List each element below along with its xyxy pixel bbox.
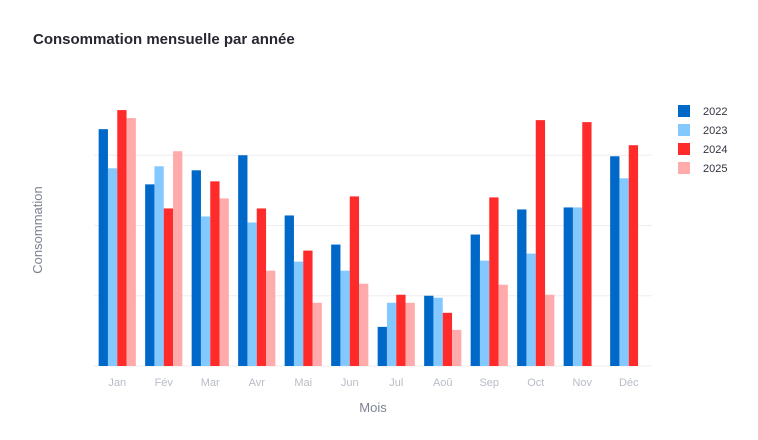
x-tick-label: Jun [341, 377, 359, 389]
y-axis-label: Consommation [30, 186, 45, 273]
bar-2023-4[interactable] [293, 261, 304, 366]
x-axis-label: Mois [359, 400, 387, 415]
legend-swatch-2023[interactable] [678, 124, 690, 136]
bar-2023-9[interactable] [526, 253, 536, 366]
legend-label-2022[interactable]: 2022 [703, 106, 727, 118]
bar-2023-3[interactable] [247, 222, 257, 366]
x-tick-label: Nov [572, 377, 592, 389]
bar-2025-9[interactable] [545, 294, 555, 366]
bar-2023-2[interactable] [200, 216, 211, 366]
bar-2022-11[interactable] [610, 156, 620, 366]
legend: 2022 2023 2024 2025 [678, 105, 727, 175]
bar-2024-9[interactable] [535, 120, 546, 366]
x-tick-label: Sep [479, 377, 499, 389]
bar-2023-8[interactable] [479, 260, 490, 366]
bar-2024-8[interactable] [489, 197, 499, 366]
bar-2024-6[interactable] [396, 294, 406, 366]
bar-2023-11[interactable] [619, 178, 629, 366]
x-tick-label: Mai [294, 377, 312, 389]
x-tick-label: Avr [249, 377, 266, 389]
bar-2022-3[interactable] [238, 155, 248, 366]
legend-swatch-2025[interactable] [678, 162, 690, 174]
bar-2025-0[interactable] [126, 118, 136, 366]
bar-2022-1[interactable] [145, 184, 155, 366]
bar-2025-7[interactable] [452, 329, 462, 366]
x-tick-label: Aoû [433, 377, 453, 389]
bar-2022-4[interactable] [284, 215, 294, 366]
bar-2022-8[interactable] [470, 234, 480, 366]
bar-2025-4[interactable] [312, 302, 322, 366]
bar-2022-9[interactable] [517, 209, 527, 366]
x-tick-label: Mar [201, 377, 220, 389]
x-tick-label: Jul [389, 377, 403, 389]
gridlines [94, 154, 652, 367]
x-tick-label: Jan [108, 377, 126, 389]
x-tick-label: Fév [155, 377, 174, 389]
bar-2024-7[interactable] [442, 312, 453, 366]
x-tick-labels: Jan Fév Mar Avr Mai Jun Jul Aoû Sep Oct Nov Déc [108, 377, 639, 389]
bar-2023-1[interactable] [154, 166, 164, 366]
bar-2024-10[interactable] [582, 122, 592, 366]
legend-label-2023[interactable]: 2023 [703, 125, 727, 137]
x-tick-label: Déc [619, 377, 639, 389]
bar-2024-5[interactable] [349, 196, 360, 366]
bar-2025-6[interactable] [405, 302, 415, 366]
bar-2022-5[interactable] [331, 244, 341, 366]
bar-2023-6[interactable] [386, 302, 397, 366]
bar-2025-2[interactable] [219, 198, 229, 366]
bar-2025-1[interactable] [173, 151, 183, 366]
legend-swatch-2024[interactable] [678, 143, 690, 155]
bar-2025-3[interactable] [266, 270, 276, 366]
bar-2024-2[interactable] [210, 181, 220, 366]
bar-2022-7[interactable] [424, 295, 434, 366]
bar-2023-10[interactable] [572, 207, 583, 366]
bar-2024-1[interactable] [163, 208, 174, 366]
bar-2024-4[interactable] [303, 250, 313, 366]
bar-2023-0[interactable] [107, 168, 118, 366]
legend-label-2024[interactable]: 2024 [703, 144, 727, 156]
bar-2022-2[interactable] [191, 170, 201, 366]
legend-label-2025[interactable]: 2025 [703, 163, 727, 175]
bar-2023-7[interactable] [433, 297, 443, 366]
bar-2024-0[interactable] [117, 110, 127, 366]
legend-swatch-2022[interactable] [678, 105, 690, 117]
bar-2023-5[interactable] [340, 270, 350, 366]
chart-title: Consommation mensuelle par année [33, 31, 295, 48]
x-tick-label: Oct [527, 377, 544, 389]
bar-2022-0[interactable] [98, 129, 108, 366]
bar-2024-3[interactable] [256, 208, 267, 366]
bar-2022-10[interactable] [563, 207, 573, 366]
bar-2022-6[interactable] [377, 326, 387, 366]
bar-2025-5[interactable] [359, 283, 369, 366]
bars [98, 110, 639, 366]
bar-2024-11[interactable] [628, 145, 639, 366]
bar-2025-8[interactable] [498, 284, 508, 366]
